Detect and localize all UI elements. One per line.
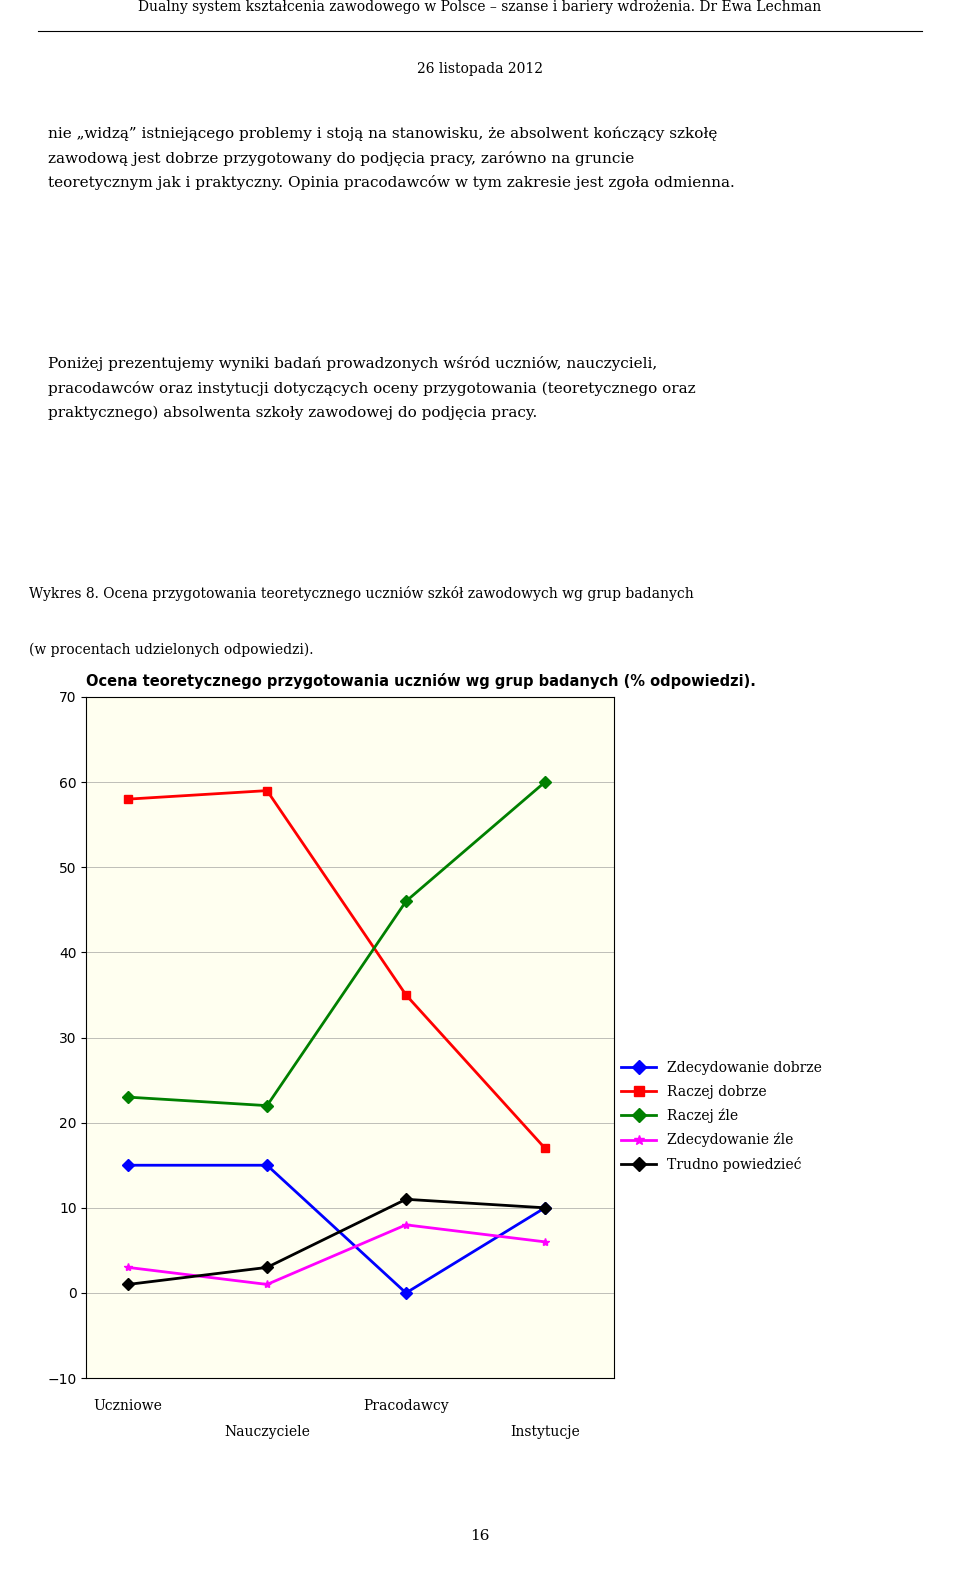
- Trudno powiedzieć: [540, 1198, 551, 1217]
- Zdecydowanie dobrze: [540, 1198, 551, 1217]
- Raczej dobrze: [540, 1139, 551, 1158]
- Trudno powiedzieć: [122, 1275, 133, 1294]
- Line: Trudno powiedzieć: Trudno powiedzieć: [124, 1194, 549, 1289]
- Text: Poniżej prezentujemy wyniki badań prowadzonych wśród uczniów, nauczycieli,
praco: Poniżej prezentujemy wyniki badań prowad…: [48, 356, 696, 420]
- Zdecydowanie dobrze: [261, 1156, 273, 1175]
- Text: Pracodawcy: Pracodawcy: [363, 1399, 448, 1413]
- Zdecydowanie dobrze: [122, 1156, 133, 1175]
- Line: Raczej źle: Raczej źle: [124, 778, 549, 1110]
- Text: Wykres 8. Ocena przygotowania teoretycznego uczniów szkół zawodowych wg grup bad: Wykres 8. Ocena przygotowania teoretyczn…: [29, 586, 693, 600]
- Zdecydowanie źle: [400, 1215, 412, 1234]
- Line: Zdecydowanie źle: Zdecydowanie źle: [124, 1221, 549, 1289]
- Zdecydowanie źle: [540, 1232, 551, 1251]
- Line: Zdecydowanie dobrze: Zdecydowanie dobrze: [124, 1161, 549, 1297]
- Raczej źle: [540, 773, 551, 792]
- Trudno powiedzieć: [400, 1190, 412, 1209]
- Zdecydowanie źle: [261, 1275, 273, 1294]
- Text: Ocena teoretycznego przygotowania uczniów wg grup badanych (% odpowiedzi).: Ocena teoretycznego przygotowania ucznió…: [86, 673, 756, 689]
- Text: 16: 16: [470, 1530, 490, 1543]
- Text: Instytucje: Instytucje: [510, 1426, 580, 1438]
- Raczej źle: [400, 892, 412, 911]
- Text: 26 listopada 2012: 26 listopada 2012: [417, 62, 543, 76]
- Trudno powiedzieć: [261, 1258, 273, 1277]
- Zdecydowanie dobrze: [400, 1283, 412, 1302]
- Raczej dobrze: [122, 789, 133, 808]
- Legend: Zdecydowanie dobrze, Raczej dobrze, Raczej źle, Zdecydowanie źle, Trudno powiedz: Zdecydowanie dobrze, Raczej dobrze, Racz…: [621, 1061, 822, 1172]
- Text: (w procentach udzielonych odpowiedzi).: (w procentach udzielonych odpowiedzi).: [29, 643, 313, 657]
- Text: Nauczyciele: Nauczyciele: [224, 1426, 310, 1438]
- Raczej źle: [261, 1096, 273, 1115]
- Text: Uczniowe: Uczniowe: [94, 1399, 162, 1413]
- Raczej źle: [122, 1088, 133, 1107]
- Line: Raczej dobrze: Raczej dobrze: [124, 786, 549, 1153]
- Zdecydowanie źle: [122, 1258, 133, 1277]
- Text: Dualny system kształcenia zawodowego w Polsce – szanse i bariery wdrożenia. Dr E: Dualny system kształcenia zawodowego w P…: [138, 0, 822, 14]
- Raczej dobrze: [400, 985, 412, 1004]
- Text: nie „widzą” istniejącego problemy i stoją na stanowisku, że absolwent kończący s: nie „widzą” istniejącego problemy i stoj…: [48, 127, 734, 190]
- Raczej dobrze: [261, 781, 273, 800]
